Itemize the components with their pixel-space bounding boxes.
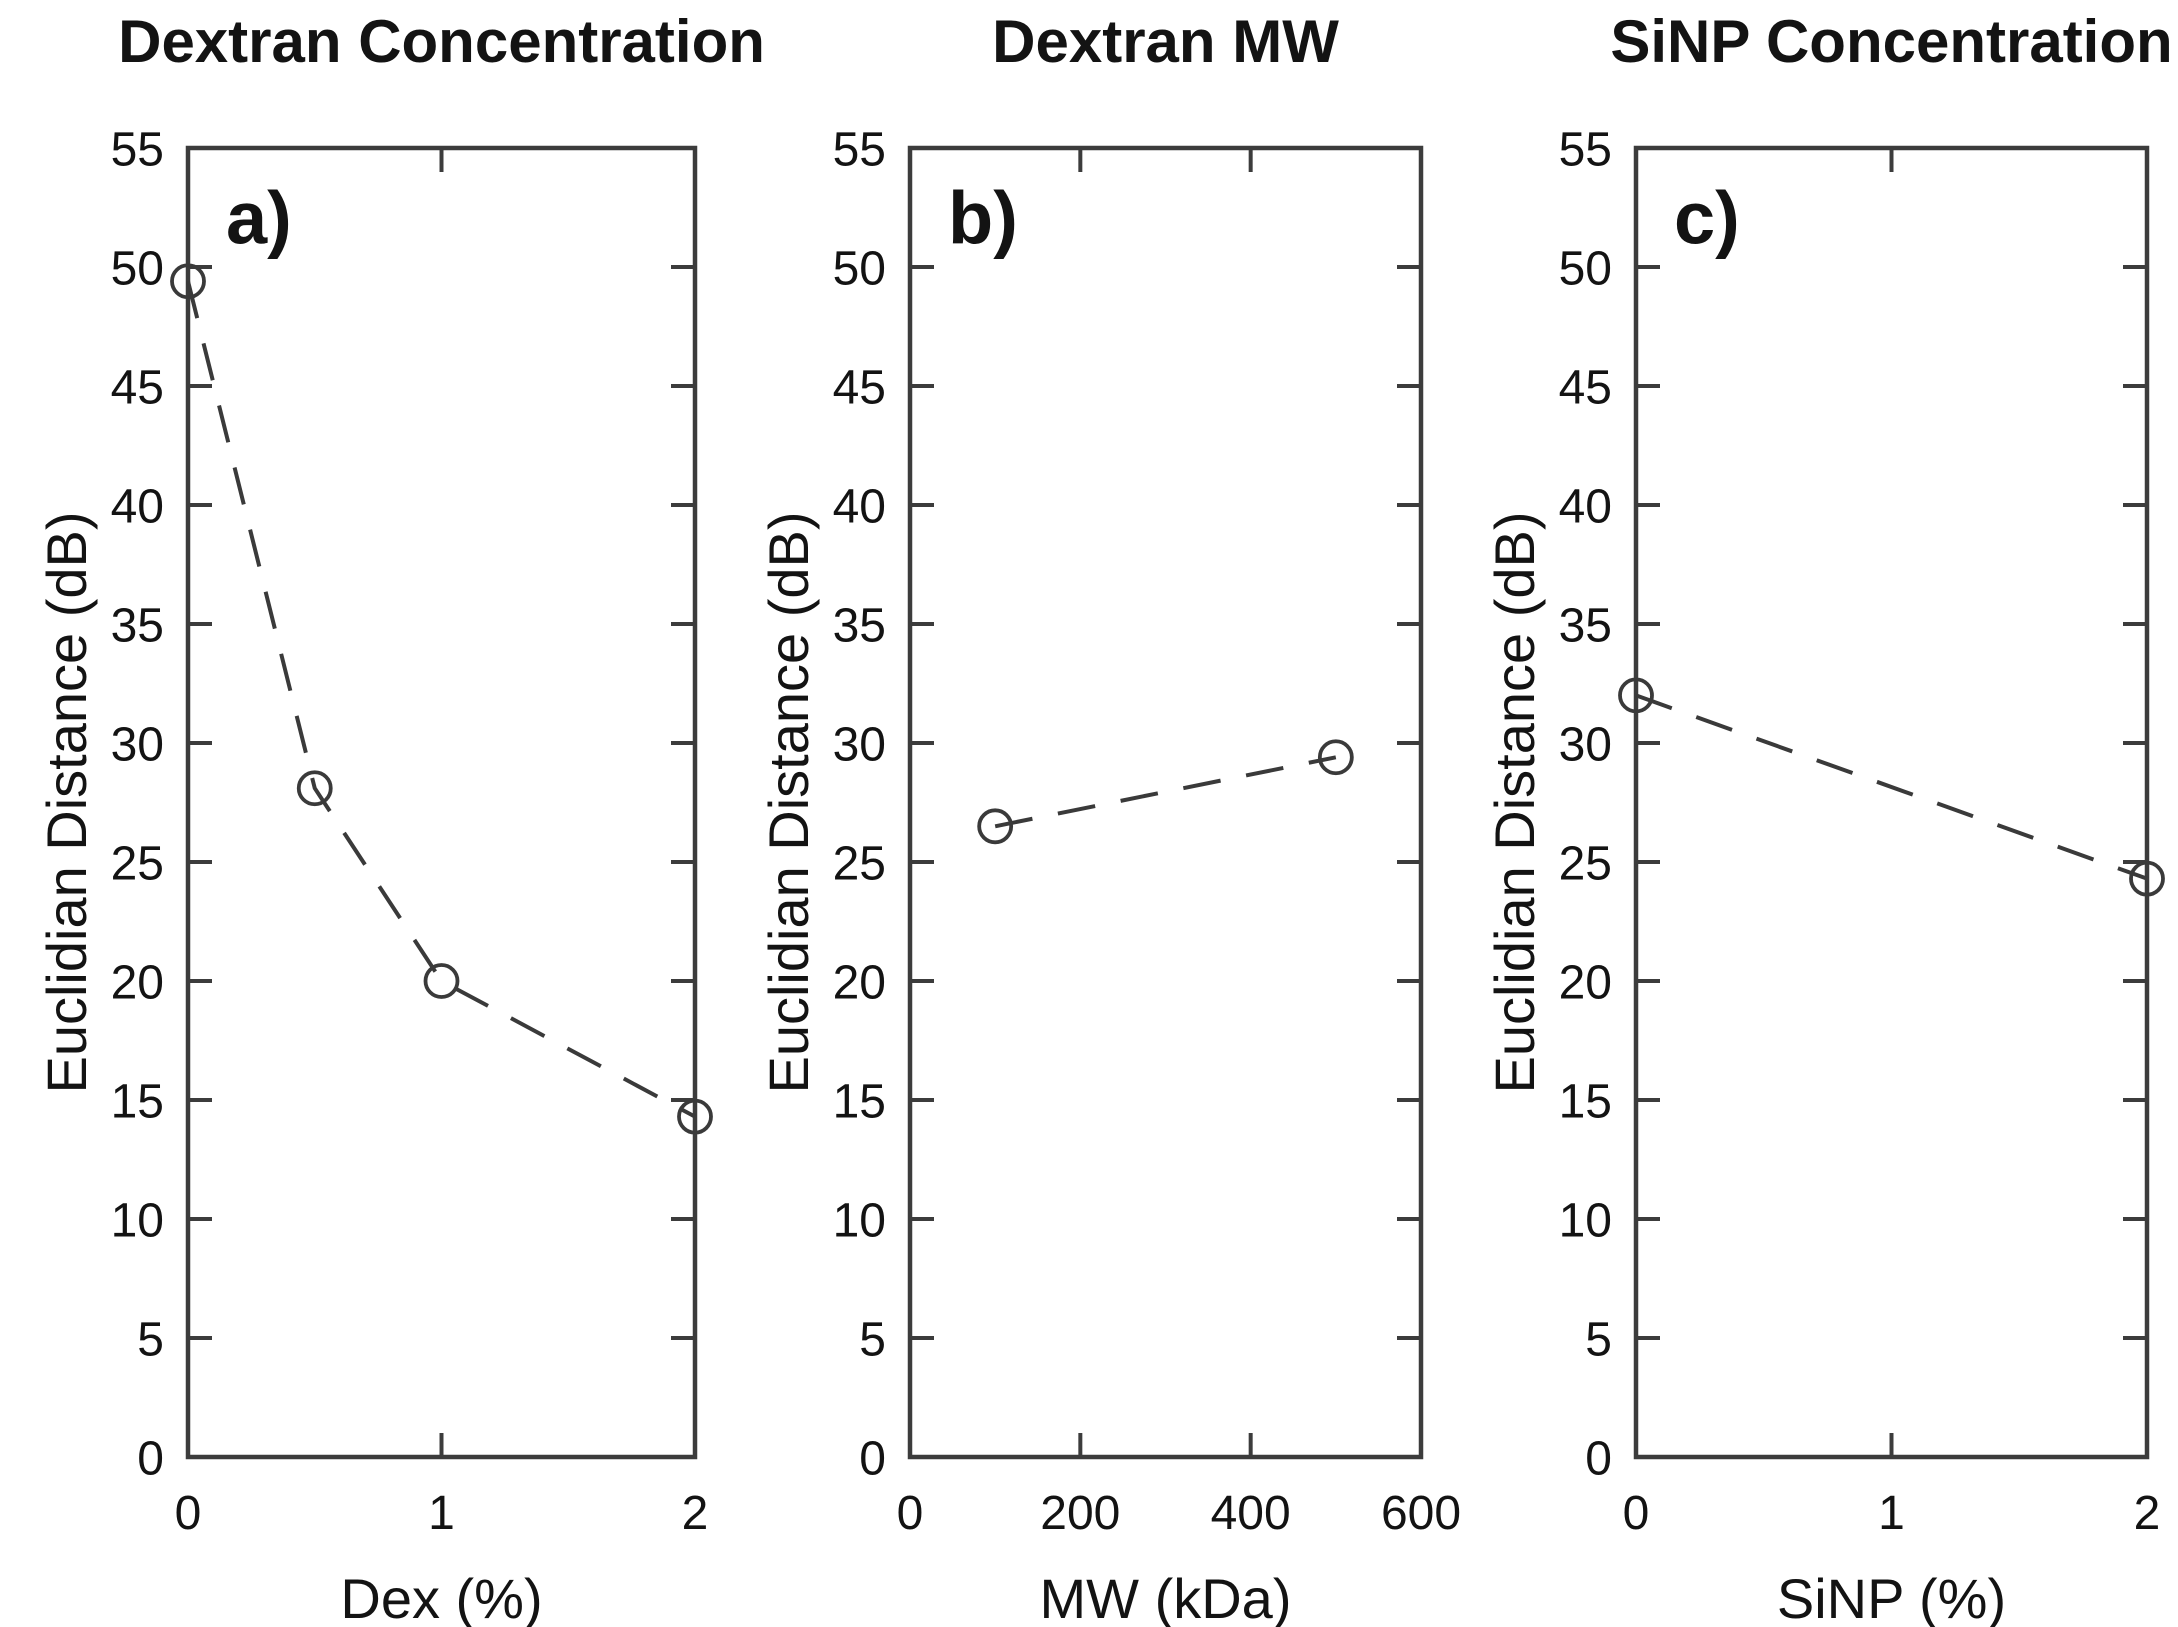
y-tick-label: 30 [111,718,164,771]
y-tick-label: 35 [1559,599,1612,652]
x-tick-label: 1 [428,1487,455,1540]
panel-label: a) [226,177,292,260]
y-tick-label: 55 [833,123,886,176]
y-tick-label: 40 [1559,480,1612,533]
y-tick-label: 20 [111,956,164,1009]
y-tick-label: 45 [111,361,164,414]
y-tick-label: 45 [1559,361,1612,414]
y-tick-label: 10 [833,1194,886,1247]
data-point-marker [296,770,333,807]
y-tick-label: 0 [1585,1432,1612,1485]
y-tick-label: 25 [833,837,886,890]
y-tick-label: 35 [111,599,164,652]
data-line [186,280,696,1119]
data-point-marker [1618,677,1654,714]
x-tick-label: 0 [175,1487,202,1540]
data-point-marker [423,963,460,999]
y-tick-label: 0 [859,1432,886,1485]
data-point-marker [170,263,206,300]
y-tick-label: 30 [1559,718,1612,771]
y-tick-label: 30 [833,718,886,771]
y-tick-label: 15 [833,1075,886,1128]
y-tick-label: 15 [1559,1075,1612,1128]
x-axis-label: MW (kDa) [1040,1567,1292,1627]
y-tick-label: 50 [111,242,164,295]
x-tick-label: 0 [897,1487,924,1540]
y-tick-label: 0 [137,1432,164,1485]
y-tick-label: 50 [833,242,886,295]
y-tick-label: 50 [1559,242,1612,295]
subplot-title: Dextran Concentration [118,8,765,75]
y-tick-label: 40 [833,480,886,533]
data-line [1635,693,2148,881]
panel-label: b) [948,177,1018,260]
x-tick-label: 2 [682,1487,709,1540]
y-tick-label: 55 [111,123,164,176]
y-tick-label: 45 [833,361,886,414]
subplot-c: 0 5 10 15 20 25 30 35 40 45 50 55 0 1 2 SiNP Concentrat… [1483,8,2172,1627]
data-point-marker [977,808,1014,845]
y-tick-label: 35 [833,599,886,652]
y-tick-label: 5 [1585,1313,1612,1366]
y-axis-label: Euclidian Distance (dB) [35,511,98,1093]
subplot-b: 0 5 10 15 20 25 30 35 40 45 50 55 0 200 400 600 Dextran … [757,8,1461,1627]
y-tick-label: 15 [111,1075,164,1128]
x-tick-label: 1 [1878,1487,1905,1540]
x-axis-label: Dex (%) [340,1567,542,1627]
x-tick-label: 400 [1211,1487,1291,1540]
y-tick-label: 5 [859,1313,886,1366]
plot-box [185,145,698,1460]
y-tick-label: 40 [111,480,164,533]
x-tick-label: 600 [1381,1487,1461,1540]
subplot-a: 0 5 10 15 20 25 30 35 40 45 50 55 0 1 2 Dextran Concent… [35,8,765,1627]
x-tick-label: 2 [2134,1487,2161,1540]
data-point-marker [1317,739,1354,776]
y-tick-label: 55 [1559,123,1612,176]
y-tick-label: 5 [137,1313,164,1366]
y-tick-label: 20 [833,956,886,1009]
y-tick-label: 25 [1559,837,1612,890]
data-point-marker [2129,860,2165,897]
y-tick-label: 10 [1559,1194,1612,1247]
x-tick-label: 200 [1040,1487,1120,1540]
x-tick-label: 0 [1623,1487,1650,1540]
x-axis-label: SiNP (%) [1777,1567,2006,1627]
subplot-title: Dextran MW [992,8,1339,75]
y-tick-label: 25 [111,837,164,890]
data-point-marker [677,1098,713,1135]
y-axis-label: Euclidian Distance (dB) [757,511,820,1093]
subplot-title: SiNP Concentration [1610,8,2172,75]
y-tick-label: 10 [111,1194,164,1247]
panel-label: c) [1674,177,1740,260]
plot-box [907,145,1424,1460]
y-axis-label: Euclidian Distance (dB) [1483,511,1546,1093]
y-tick-label: 20 [1559,956,1612,1009]
data-line [994,755,1337,829]
plot-box [1633,145,2150,1460]
